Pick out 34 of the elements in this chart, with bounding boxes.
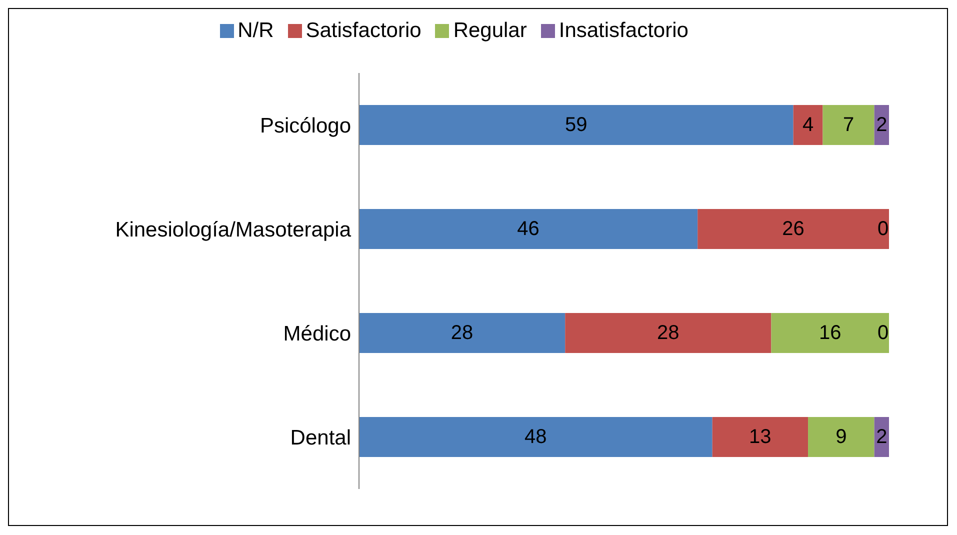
bar [808,417,874,457]
legend-label: Satisfactorio [306,19,422,43]
bar [359,209,698,249]
data-label: 7 [842,114,854,136]
data-label: 48 [524,426,547,448]
data-label: 2 [876,114,888,136]
data-label: 26 [782,218,804,240]
data-label: 59 [565,114,588,136]
y-tick-label: Dental [290,426,351,450]
data-label: 46 [517,218,540,240]
bar [793,105,823,145]
bar [359,105,794,145]
bar [359,417,712,457]
y-tick-label: Kinesiología/Masoterapia [115,218,352,242]
data-label: 13 [749,426,772,448]
data-label: 0 [877,218,889,240]
data-label: 2 [876,426,888,448]
bar [698,209,889,249]
bar [565,313,772,353]
legend-label: Regular [453,19,527,43]
y-tick-label: Psicólogo [260,114,351,138]
data-label: 16 [818,322,842,344]
data-label: 4 [802,114,814,136]
data-label: 0 [877,322,889,344]
data-label: 28 [657,322,680,344]
bar [359,313,566,353]
y-tick-label: Médico [283,322,351,346]
data-label: 9 [836,426,847,448]
bar [771,313,889,353]
legend-label: Insatisfactorio [558,19,688,43]
data-label: 28 [450,322,474,344]
bar [822,105,874,145]
bar [712,417,808,457]
legend-label: N/R [238,19,274,43]
